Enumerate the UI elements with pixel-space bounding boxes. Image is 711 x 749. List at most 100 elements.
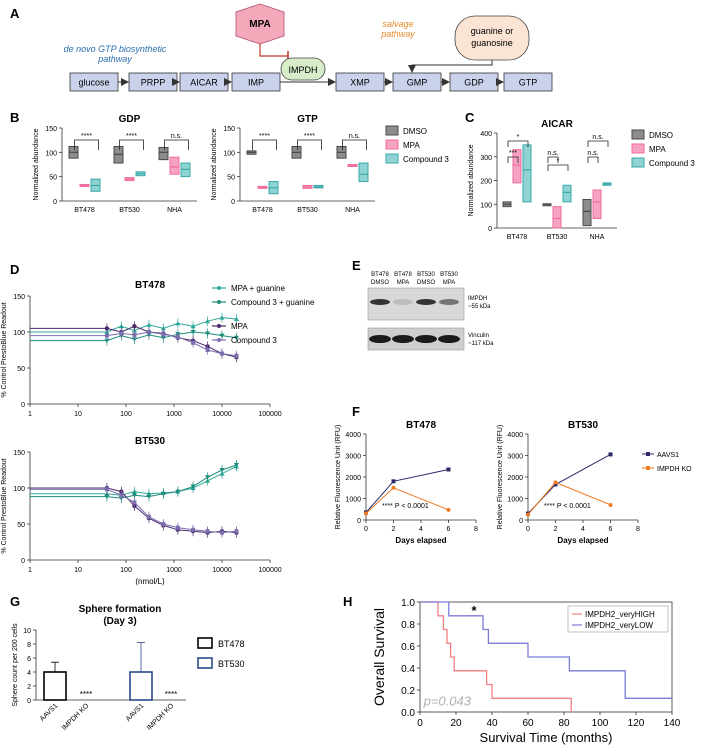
significance-label: **** (304, 133, 315, 140)
legend-label: IMPDH KO (657, 466, 692, 473)
significance-label: n.s. (592, 134, 603, 141)
data-point (191, 340, 196, 345)
y-tick-label: 3000 (507, 454, 523, 461)
pathway-node-label: GTP (519, 78, 538, 88)
x-tick-label: 60 (522, 718, 534, 729)
x-tick-label: NHA (167, 207, 182, 214)
legend-label: IMPDH2_veryHIGH (585, 610, 655, 619)
band1-size: ~55 kDa (468, 304, 491, 310)
data-point (175, 525, 180, 530)
legend-label: Compound 3 + guanine (231, 298, 315, 307)
y-tick-label: 2000 (507, 475, 523, 482)
chart-title: BT530 (568, 420, 598, 431)
y-tick-label: 150 (13, 450, 25, 457)
significance-bracket (547, 164, 569, 171)
data-point (234, 529, 239, 534)
y-axis-label: Relative Fluorescence Unit (RFU) (497, 425, 504, 530)
significance-label: **** (80, 690, 92, 699)
y-tick-label: 200 (480, 179, 492, 186)
significance-bracket (587, 140, 609, 147)
y-tick-label: 4000 (345, 432, 361, 439)
survival-curve-1 (420, 601, 672, 699)
x-tick-label: 8 (474, 526, 478, 533)
data-point (132, 500, 137, 505)
x-tick-label: 80 (558, 718, 570, 729)
x-tick-label: 20 (450, 718, 462, 729)
data-point (190, 484, 196, 490)
blot-band-vinculin (438, 335, 460, 343)
panel-letter-d: D (10, 262, 19, 277)
legend-label: BT478 (218, 639, 245, 649)
y-tick-label: 10 (23, 628, 31, 635)
x-tick-label: 100000 (258, 567, 281, 574)
significance-bracket (252, 139, 277, 150)
legend-marker (217, 286, 221, 290)
box-mpa (592, 189, 602, 219)
blot-band-impdh (393, 299, 413, 305)
data-point (104, 494, 110, 500)
y-tick-label: 100 (480, 202, 492, 209)
box-compound-3 (358, 162, 369, 183)
legend-label: DMSO (649, 131, 673, 140)
significance-label: n.s. (547, 150, 558, 157)
y-tick-label: 50 (17, 522, 25, 529)
x-tick-label: 10000 (212, 567, 232, 574)
y-tick-label: 2 (27, 684, 31, 691)
salvage-label-line1: salvage (382, 19, 413, 29)
x-tick-label: 100 (120, 411, 132, 418)
y-axis-label: Normalized abundance (468, 144, 475, 216)
x-tick-label: NHA (590, 234, 605, 241)
pathway-node-label: GDP (464, 78, 484, 88)
y-tick-label: 0 (27, 698, 31, 705)
data-point (205, 529, 210, 534)
significance-label: * (557, 158, 560, 165)
panel-letter-f: F (352, 404, 360, 419)
survival-curve-0 (420, 601, 572, 712)
x-tick-label: 4 (419, 526, 423, 533)
chart-aicar: AICAR 0 100 200 300 400 Normalized abundance BT… (468, 119, 617, 241)
legend-marker (646, 452, 650, 456)
y-tick-label: 100 (13, 486, 25, 493)
salvage-arrow (408, 60, 493, 73)
data-point (446, 467, 451, 472)
chart-d-bt478: BT478 0 50 100 150 1 10 100 1000 10000 100000 % Con… (1, 280, 282, 418)
chart-f-bt478: BT478 0 1000 2000 3000 4000 0 2 4 6 8 Relative Fluo… (335, 420, 478, 545)
lane-label-line2: DMSO (417, 280, 435, 286)
legend-label: MPA (403, 141, 420, 150)
panel-letter-b: B (10, 110, 19, 125)
data-point (234, 353, 239, 358)
y-tick-label: 3000 (345, 454, 361, 461)
significance-bracket (507, 156, 519, 163)
chart-title: BT478 (406, 420, 436, 431)
x-tick-label: 140 (664, 718, 681, 729)
data-point (391, 485, 396, 490)
data-point (119, 331, 124, 336)
panel-letter-c: C (465, 110, 475, 125)
panel-letter-h: H (343, 594, 352, 609)
y-tick-label: 4 (27, 670, 31, 677)
chart-h-survival: 0.0 0.2 0.4 0.6 0.8 1.0 0 20 40 60 80 100 120 140 Over… (371, 598, 681, 745)
impdh-enzyme-oval (280, 57, 326, 81)
legend-label: BT530 (218, 659, 245, 669)
y-tick-label: 100 (45, 150, 57, 157)
box-compound-3 (562, 184, 572, 203)
chart-title: AICAR (541, 119, 573, 130)
g-title-line1: Sphere formation (79, 604, 162, 615)
x-tick-label: IMPDH KO (61, 702, 91, 732)
x-tick-label: BT530 (119, 207, 140, 214)
chart-gdp: GDP 0 50 100 150 Normalized abundance BT478 BT5… (33, 114, 197, 214)
significance-annotation: * (471, 603, 477, 618)
y-tick-label: 150 (45, 126, 57, 133)
significance-label: **** (126, 133, 137, 140)
legend-marker (217, 324, 221, 328)
fit-curve-0 (30, 465, 237, 496)
band2-size: ~117 kDa (468, 341, 494, 347)
y-tick-label: 0 (519, 518, 523, 525)
lane-label-line2: MPA (397, 280, 410, 286)
x-tick-label: 100000 (258, 411, 281, 418)
y-tick-label: 0.8 (401, 620, 415, 631)
data-point (446, 507, 451, 512)
legend-marker (217, 300, 221, 304)
y-tick-label: 0 (21, 402, 25, 409)
